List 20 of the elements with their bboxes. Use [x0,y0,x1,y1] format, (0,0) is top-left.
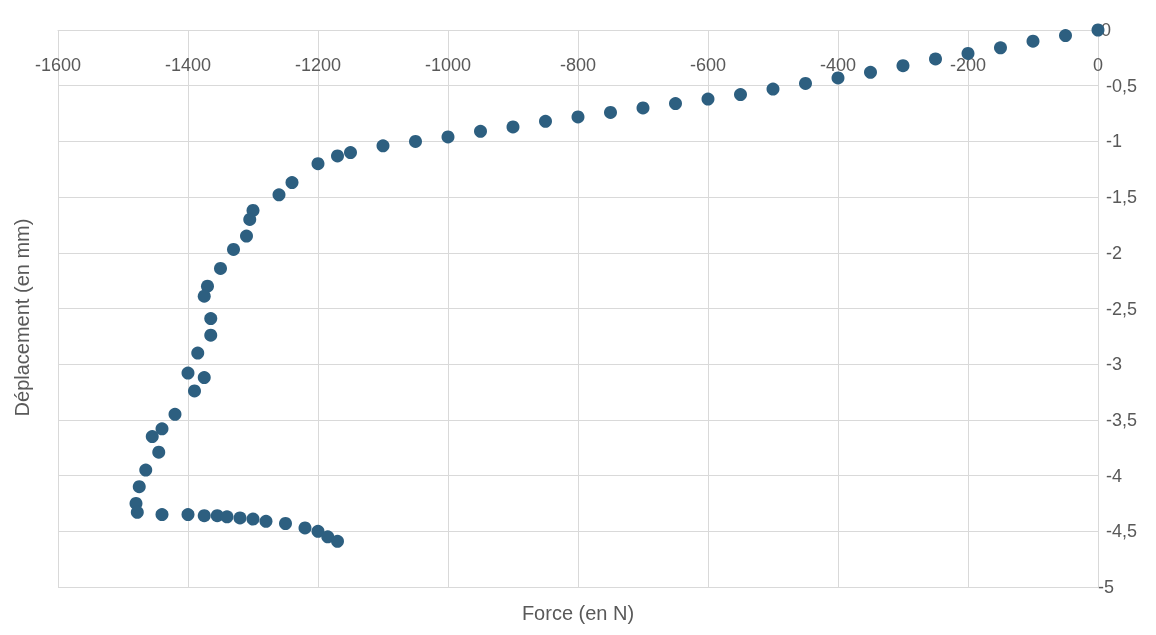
y-tick-label: -4,5 [1106,521,1138,542]
y-tick-label: -4 [1106,465,1123,486]
y-tick-label: -5 [1097,577,1115,597]
x-tick-label: -400 [819,55,857,75]
x-tick-label: -1400 [164,55,212,75]
x-tick-label: -1200 [294,55,342,75]
x-tick-label: -800 [559,55,597,75]
y-tick-label: -1,5 [1106,187,1138,208]
x-axis-title: Force (en N) [521,602,635,624]
y-tick-label: -2 [1106,242,1123,263]
y-tick-label: -2,5 [1106,298,1138,319]
x-tick-label: -1000 [424,55,472,75]
x-tick-label: -200 [949,55,987,75]
y-tick-label: -1 [1106,131,1123,152]
y-tick-label: -3 [1106,354,1123,375]
y-axis-title: Déplacement (en mm) [11,218,33,417]
y-tick-label: -0,5 [1106,75,1138,96]
x-tick-label: -1600 [34,55,82,75]
y-tick-label: -3,5 [1106,409,1138,430]
x-tick-label: -600 [689,55,727,75]
